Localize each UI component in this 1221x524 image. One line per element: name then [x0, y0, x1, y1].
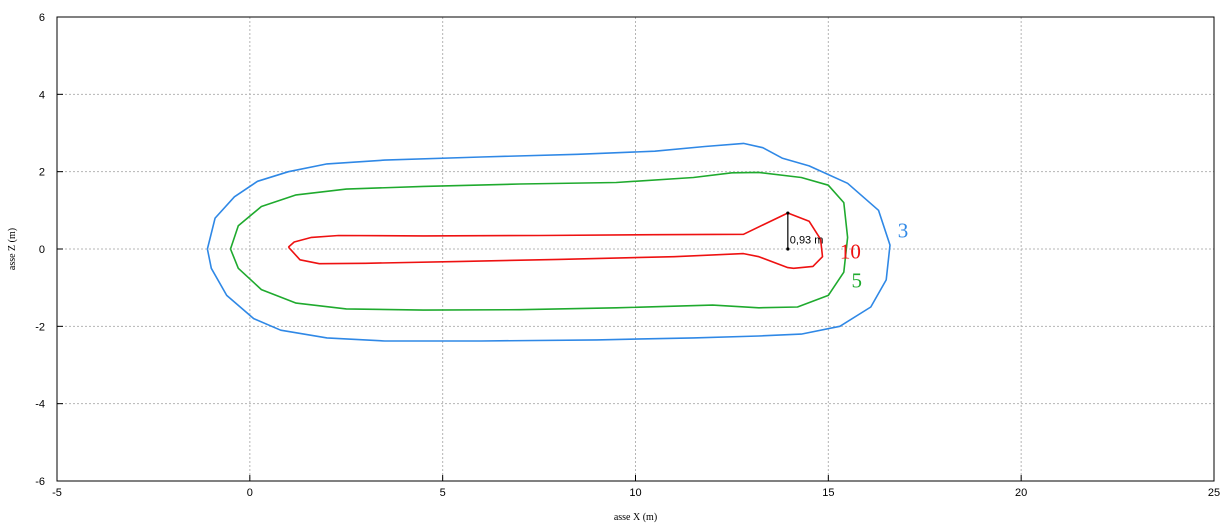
axis-ticks: -5 0 5 10 15 20 25 -6 -4 -2 0 2 4 6: [35, 12, 1220, 499]
x-tick-label: -5: [52, 487, 62, 499]
contour-line-5: [229, 171, 849, 311]
y-axis-label: asse Z (m): [7, 228, 18, 270]
x-tick-label: 5: [440, 487, 446, 499]
y-tick-label: 2: [39, 167, 45, 179]
contour-line-3: [206, 142, 891, 342]
dimension-label: 0,93 m: [790, 235, 824, 247]
contour-line-10: [287, 212, 824, 270]
y-tick-label: 6: [39, 12, 45, 24]
grid: [57, 17, 1214, 481]
y-tick-label: -4: [35, 399, 45, 411]
y-tick-label: -6: [35, 476, 45, 488]
series-layer: 3 5 10: [206, 142, 909, 342]
x-tick-label: 25: [1208, 487, 1220, 499]
y-tick-label: 0: [39, 244, 45, 256]
y-tick-label: -2: [35, 321, 45, 333]
dimension-endpoint: [786, 211, 790, 215]
contour-label-3: 3: [898, 218, 909, 242]
annotation-layer: 0,93 m: [786, 211, 824, 251]
y-tick-label: 4: [39, 89, 45, 101]
contour-label-5: 5: [851, 269, 862, 293]
x-tick-label: 20: [1015, 487, 1027, 499]
x-tick-label: 0: [247, 487, 253, 499]
contour-label-10: 10: [840, 240, 861, 264]
x-tick-label: 10: [629, 487, 641, 499]
dimension-endpoint: [786, 247, 790, 251]
x-axis-label: asse X (m): [614, 512, 657, 523]
x-tick-label: 15: [822, 487, 834, 499]
